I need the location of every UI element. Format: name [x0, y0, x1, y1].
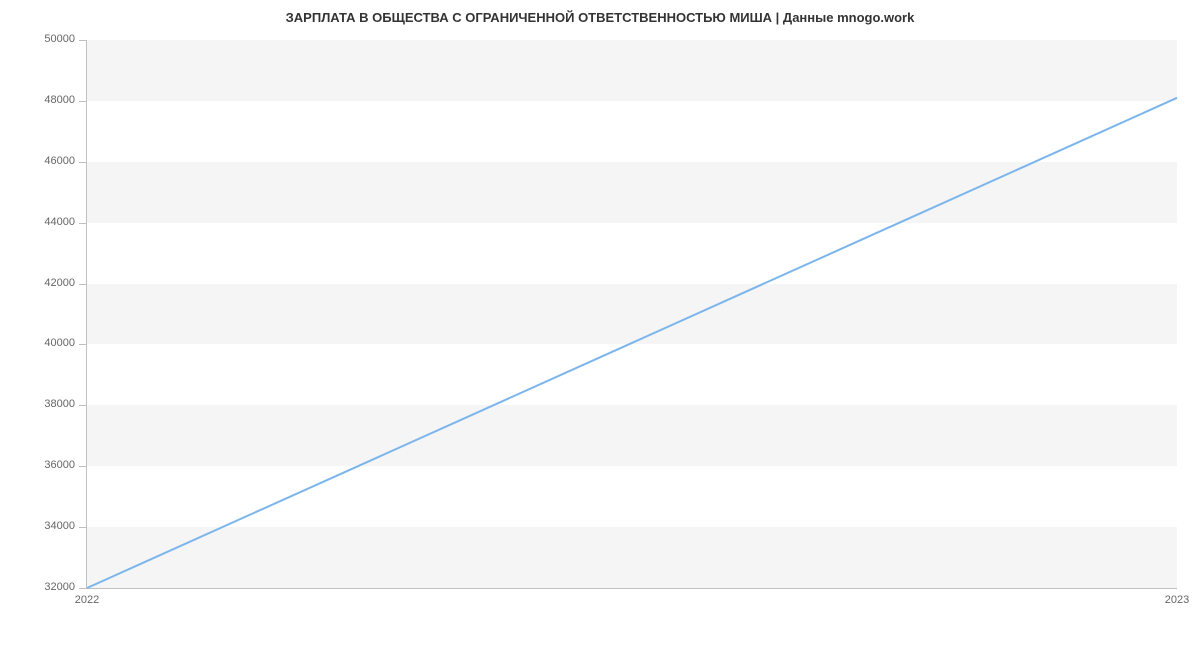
chart-title: ЗАРПЛАТА В ОБЩЕСТВА С ОГРАНИЧЕННОЙ ОТВЕТ… — [0, 10, 1200, 25]
y-tick — [79, 466, 87, 467]
y-tick-label: 32000 — [31, 581, 75, 593]
y-tick-label: 50000 — [31, 33, 75, 45]
x-tick-label: 2022 — [57, 594, 117, 606]
x-tick-label: 2023 — [1147, 594, 1200, 606]
y-tick-label: 42000 — [31, 277, 75, 289]
salary-line-chart: ЗАРПЛАТА В ОБЩЕСТВА С ОГРАНИЧЕННОЙ ОТВЕТ… — [0, 0, 1200, 650]
series-line-salary — [87, 98, 1177, 588]
plot-area: 3200034000360003800040000420004400046000… — [87, 40, 1177, 588]
y-tick — [79, 588, 87, 589]
y-tick-label: 44000 — [31, 216, 75, 228]
y-tick-label: 38000 — [31, 398, 75, 410]
y-tick — [79, 223, 87, 224]
y-tick — [79, 344, 87, 345]
y-tick-label: 40000 — [31, 337, 75, 349]
y-tick — [79, 162, 87, 163]
y-tick — [79, 40, 87, 41]
y-tick — [79, 101, 87, 102]
y-tick-label: 46000 — [31, 155, 75, 167]
y-tick — [79, 405, 87, 406]
y-tick — [79, 284, 87, 285]
y-tick-label: 48000 — [31, 94, 75, 106]
y-tick-label: 36000 — [31, 459, 75, 471]
y-tick — [79, 527, 87, 528]
x-axis-line — [86, 588, 1177, 589]
series-layer — [87, 40, 1177, 588]
y-tick-label: 34000 — [31, 520, 75, 532]
